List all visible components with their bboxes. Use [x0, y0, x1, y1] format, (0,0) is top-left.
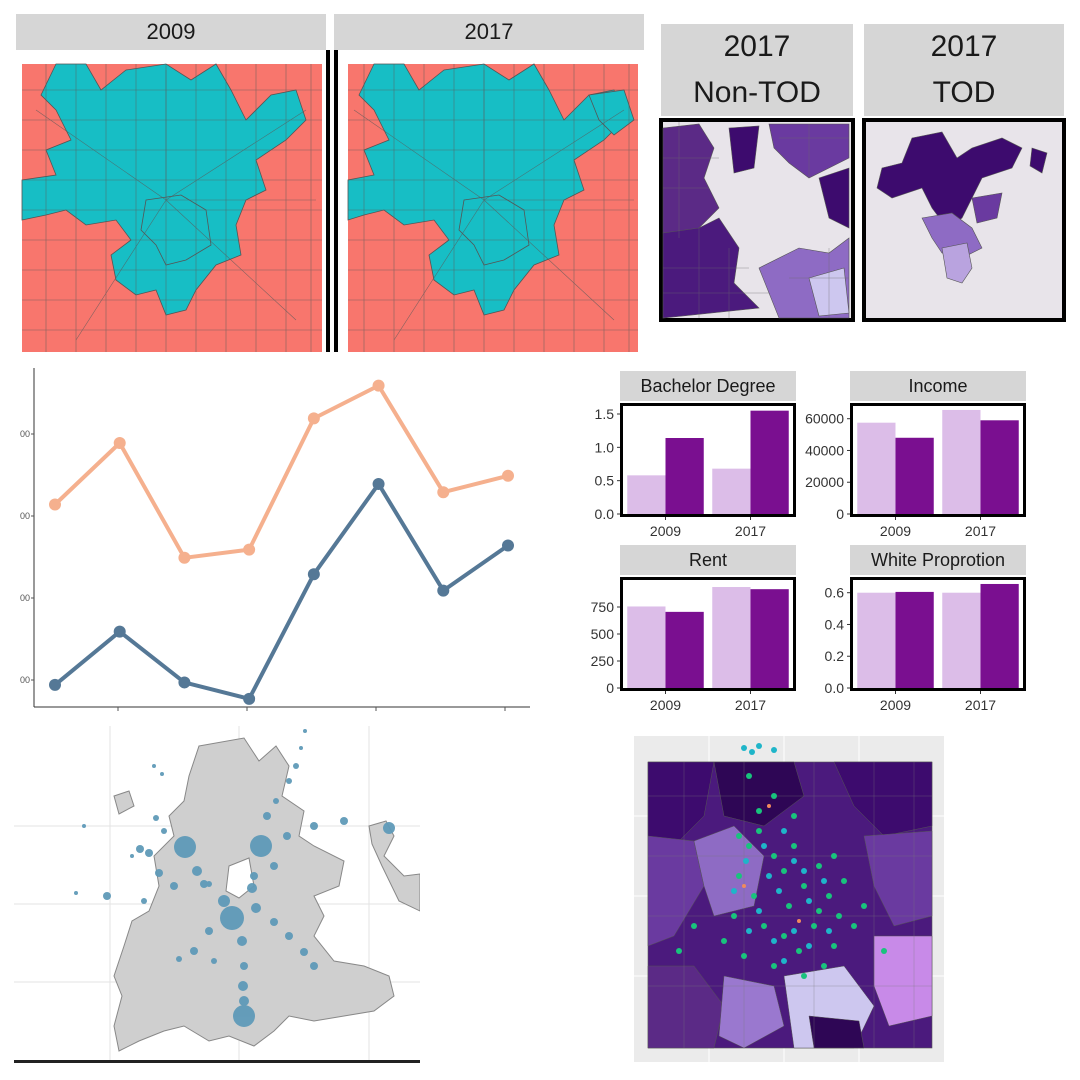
bar-facet-chart: 0 20000 40000 60000 2009 2017 — [805, 403, 1026, 539]
bar-light-2017 — [712, 468, 751, 514]
bar-facet-chart: 0.0 0.5 1.0 1.5 2009 2017 — [595, 403, 796, 539]
bar-xtick-label: 2009 — [880, 523, 911, 539]
tod-income-map — [862, 118, 1066, 322]
line-chart-ytick-label: 00 — [20, 511, 30, 521]
bar-ytick-label: 0.4 — [825, 616, 845, 632]
line-point-orange — [372, 379, 385, 392]
line-point-blue — [49, 678, 61, 691]
facet-strip-tod-label: TOD — [932, 76, 996, 109]
bar-dark-2017 — [750, 410, 789, 514]
line-chart-ytick-label: 00 — [20, 675, 30, 685]
bar-light-2009 — [857, 592, 896, 688]
line-point-orange — [437, 486, 450, 499]
bar-light-2017 — [942, 409, 981, 514]
bar-light-2009 — [627, 475, 666, 514]
bar-dark-2017 — [980, 583, 1019, 688]
non-tod-income-map — [659, 118, 855, 322]
line-point-orange — [113, 437, 126, 449]
bar-ytick-label: 0 — [836, 506, 844, 522]
line-point-blue — [178, 676, 191, 689]
line-series-orange — [53, 383, 509, 560]
bar-facet-title: Bachelor Degree — [620, 371, 796, 401]
bar-ytick-label: 60000 — [805, 411, 844, 427]
bar-facet-title: Income — [850, 371, 1026, 401]
bar-xtick-label: 2017 — [965, 697, 996, 713]
line-series-blue — [53, 482, 510, 701]
bar-facet-title: Rent — [620, 545, 796, 575]
bar-ytick-label: 0 — [606, 680, 614, 696]
bar-ytick-label: 500 — [591, 626, 615, 642]
bar-xtick-label: 2009 — [650, 523, 681, 539]
line-point-blue — [502, 539, 514, 552]
line-chart-ytick-label: 00 — [20, 429, 30, 439]
line-point-orange — [307, 412, 320, 425]
bar-ytick-label: 20000 — [805, 474, 844, 490]
bar-facet-title: White Proprotion — [850, 545, 1026, 575]
bar-dark-2009 — [665, 438, 704, 514]
line-point-orange — [178, 551, 191, 564]
bar-ytick-label: 0.0 — [825, 680, 845, 696]
line-point-blue — [113, 625, 126, 638]
bar-ytick-label: 250 — [591, 653, 615, 669]
line-chart: 00 00 00 00 — [20, 368, 530, 711]
line-point-blue — [372, 478, 385, 490]
bar-xtick-label: 2009 — [650, 697, 681, 713]
bar-xtick-label: 2017 — [965, 523, 996, 539]
bar-ytick-label: 750 — [591, 599, 615, 615]
bar-ytick-label: 0.0 — [595, 506, 615, 522]
tod-map-2017 — [334, 50, 648, 352]
line-point-orange — [502, 469, 514, 482]
bar-light-2009 — [857, 422, 896, 514]
bar-dark-2009 — [665, 611, 704, 688]
bar-ytick-label: 0.2 — [825, 648, 845, 664]
bar-facet-chart: 0.0 0.2 0.4 0.6 2009 2017 — [825, 577, 1026, 713]
facet-strip-tod-year: 2017 — [930, 30, 998, 63]
facet-strip-2017: 2017 — [334, 14, 644, 50]
tod-map-2009 — [16, 50, 330, 352]
bar-xtick-label: 2017 — [735, 697, 766, 713]
facet-strip-non-tod-label: Non-TOD — [693, 76, 821, 109]
bar-xtick-label: 2017 — [735, 523, 766, 539]
facet-strip-tod: 2017 TOD — [864, 24, 1064, 116]
bar-xtick-label: 2009 — [880, 697, 911, 713]
bar-dark-2009 — [895, 591, 934, 688]
facet-strip-non-tod: 2017 Non-TOD — [661, 24, 853, 116]
line-point-blue — [437, 584, 450, 597]
bar-light-2009 — [627, 606, 666, 688]
bar-ytick-label: 0.5 — [595, 473, 615, 489]
line-point-orange — [49, 498, 61, 511]
line-point-blue — [307, 568, 320, 581]
bar-dark-2017 — [750, 589, 789, 688]
bar-dark-2009 — [895, 437, 934, 514]
facet-strip-2009: 2009 — [16, 14, 326, 50]
bar-light-2017 — [942, 592, 981, 688]
bar-facet-chart: 0 250 500 750 2009 2017 — [591, 577, 796, 713]
station-income-map — [634, 736, 944, 1062]
line-chart-ytick-label: 00 — [20, 593, 30, 603]
bar-light-2017 — [712, 587, 751, 688]
line-point-orange — [243, 543, 256, 556]
bar-ytick-label: 1.0 — [595, 439, 615, 455]
bar-ytick-label: 0.6 — [825, 585, 845, 601]
city-boundary-shape — [113, 737, 395, 1052]
facet-strip-non-tod-year: 2017 — [723, 30, 791, 63]
station-bubble-map — [14, 726, 420, 1066]
line-point-blue — [243, 692, 256, 705]
bar-ytick-label: 1.5 — [595, 406, 615, 422]
bar-ytick-label: 40000 — [805, 442, 844, 458]
bar-dark-2017 — [980, 420, 1019, 514]
